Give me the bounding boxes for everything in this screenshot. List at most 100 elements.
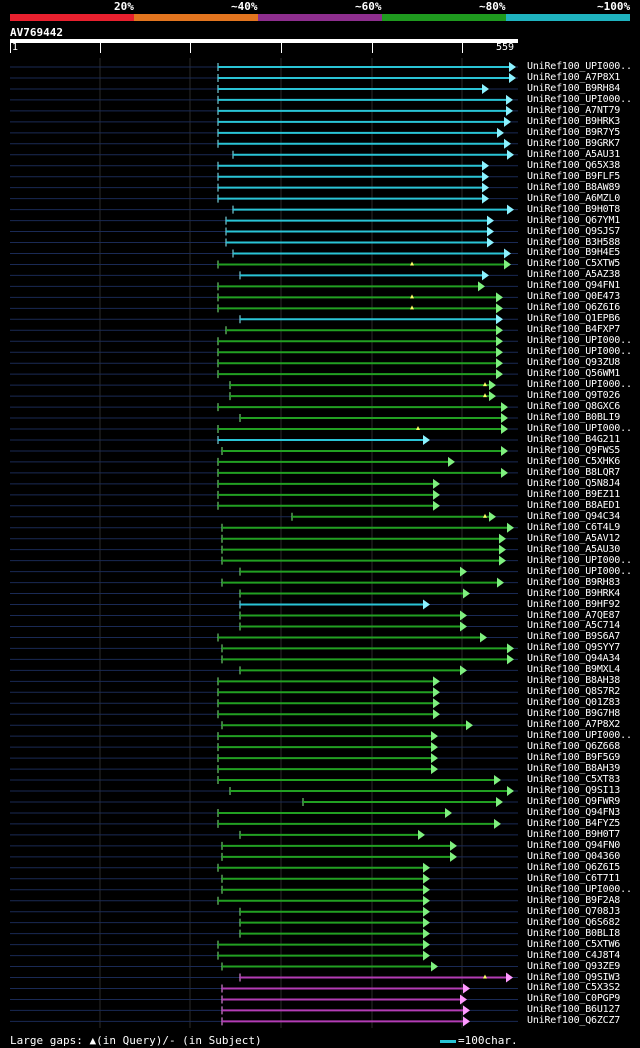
- hit-label[interactable]: UniRef100_Q9SI13: [527, 785, 621, 797]
- hit-label[interactable]: UniRef100_B9H4E5: [527, 247, 621, 259]
- hit-label[interactable]: UniRef100_Q8S7R2: [527, 686, 621, 698]
- hit-label[interactable]: UniRef100_Q9FWR9: [527, 795, 621, 807]
- hit-label[interactable]: UniRef100_A5AZ38: [527, 269, 621, 281]
- legend-label: ~60%: [355, 0, 382, 13]
- hit-arrow: [431, 742, 438, 753]
- hit-label[interactable]: UniRef100_B4G211: [527, 433, 621, 445]
- hit-label[interactable]: UniRef100_UPI000..: [527, 554, 632, 566]
- hit-label[interactable]: UniRef100_Q708J3: [527, 905, 621, 917]
- hit-label[interactable]: UniRef100_UPI000..: [527, 335, 632, 347]
- hit-label[interactable]: UniRef100_C5XT83: [527, 774, 621, 786]
- hit-label[interactable]: UniRef100_B9HRK4: [527, 587, 621, 599]
- hit-label[interactable]: UniRef100_Q9SYY7: [527, 642, 621, 654]
- hit-label[interactable]: UniRef100_C6T7I1: [527, 872, 621, 884]
- hit-label[interactable]: UniRef100_B8LQR7: [527, 466, 621, 478]
- hit-label[interactable]: UniRef100_Q6Z6I5: [527, 861, 621, 873]
- hit-label[interactable]: UniRef100_B8AW89: [527, 181, 621, 193]
- hit-label[interactable]: UniRef100_B0BLI8: [527, 927, 621, 939]
- hit-label[interactable]: UniRef100_B4FYZ5: [527, 817, 621, 829]
- hit-arrow: [506, 105, 513, 116]
- hit-label[interactable]: UniRef100_UPI000..: [527, 61, 632, 72]
- hit-arrow: [501, 424, 508, 435]
- hit-label[interactable]: UniRef100_Q67YM1: [527, 214, 621, 226]
- hit-arrow: [509, 72, 516, 83]
- hit-label[interactable]: UniRef100_B9F5G9: [527, 752, 621, 764]
- hit-label[interactable]: UniRef100_B9GRK7: [527, 137, 621, 149]
- hit-label[interactable]: UniRef100_Q9T026: [527, 390, 621, 402]
- hit-label[interactable]: UniRef100_Q6Z6I6: [527, 302, 621, 314]
- hit-label[interactable]: UniRef100_B8AED1: [527, 499, 621, 511]
- hit-label[interactable]: UniRef100_Q6ZCZ7: [527, 1015, 621, 1027]
- hit-label[interactable]: UniRef100_A7QE87: [527, 609, 621, 621]
- hit-label[interactable]: UniRef100_B9F2A8: [527, 894, 621, 906]
- hit-label[interactable]: UniRef100_Q04360: [527, 850, 621, 862]
- hit-label[interactable]: UniRef100_B9H0T7: [527, 828, 621, 840]
- hit-label[interactable]: UniRef100_A7NT79: [527, 104, 621, 116]
- hit-label[interactable]: UniRef100_C5XTW5: [527, 258, 621, 270]
- hit-label[interactable]: UniRef100_UPI000..: [527, 730, 632, 742]
- hit-label[interactable]: UniRef100_Q9SJS7: [527, 225, 621, 237]
- hit-label[interactable]: UniRef100_C6T4L9: [527, 521, 621, 533]
- hit-label[interactable]: UniRef100_A5AV12: [527, 532, 621, 544]
- hit-label[interactable]: UniRef100_Q93ZU8: [527, 357, 621, 369]
- hit-label[interactable]: UniRef100_Q01Z83: [527, 697, 621, 709]
- hit-label[interactable]: UniRef100_UPI000..: [527, 565, 632, 577]
- hit-arrow: [504, 259, 511, 270]
- hit-label[interactable]: UniRef100_UPI000..: [527, 93, 632, 105]
- hit-label[interactable]: UniRef100_Q6Z668: [527, 741, 621, 753]
- hit-label[interactable]: UniRef100_Q9FWS5: [527, 444, 621, 456]
- hit-label[interactable]: UniRef100_UPI000..: [527, 883, 632, 895]
- hit-label[interactable]: UniRef100_B6U127: [527, 1004, 621, 1016]
- hit-label[interactable]: UniRef100_B9FLF5: [527, 170, 621, 182]
- hit-arrow: [431, 753, 438, 764]
- hit-label[interactable]: UniRef100_UPI000..: [527, 423, 632, 434]
- hit-label[interactable]: UniRef100_Q0E473: [527, 291, 621, 303]
- hit-label[interactable]: UniRef100_B9H0T8: [527, 203, 621, 215]
- hit-arrow: [489, 511, 496, 522]
- hit-label[interactable]: UniRef100_UPI000..: [527, 346, 632, 358]
- hit-label[interactable]: UniRef100_B4FXP7: [527, 324, 621, 336]
- hit-label[interactable]: UniRef100_Q94C34: [527, 510, 621, 522]
- hit-label[interactable]: UniRef100_Q65X38: [527, 159, 621, 171]
- hit-label[interactable]: UniRef100_A7P8X2: [527, 719, 621, 731]
- hit-label[interactable]: UniRef100_Q6S682: [527, 916, 621, 928]
- hit-arrow: [496, 303, 503, 314]
- hit-arrow: [418, 829, 425, 840]
- hit-label[interactable]: UniRef100_C0PGP9: [527, 993, 621, 1005]
- hit-label[interactable]: UniRef100_Q56WM1: [527, 368, 621, 380]
- hit-label[interactable]: UniRef100_B9G7H8: [527, 708, 621, 720]
- hit-label[interactable]: UniRef100_A5AU30: [527, 543, 621, 555]
- hit-label[interactable]: UniRef100_A6MZL0: [527, 192, 621, 204]
- hit-label[interactable]: UniRef100_A5C714: [527, 620, 621, 632]
- hit-label[interactable]: UniRef100_B9MXL4: [527, 664, 621, 676]
- hit-label[interactable]: UniRef100_Q94A34: [527, 653, 621, 665]
- hit-label[interactable]: UniRef100_Q8GXC6: [527, 401, 621, 413]
- hit-arrow: [423, 434, 430, 445]
- hit-label[interactable]: UniRef100_B9HRK3: [527, 115, 621, 127]
- hit-label[interactable]: UniRef100_C4J8T4: [527, 949, 621, 961]
- hit-label[interactable]: UniRef100_C5XTW6: [527, 938, 621, 950]
- hit-label[interactable]: UniRef100_Q9SIW3: [527, 971, 621, 983]
- hit-label[interactable]: UniRef100_B0BLI9: [527, 412, 621, 424]
- hit-label[interactable]: UniRef100_UPI000..: [527, 379, 632, 391]
- hit-label[interactable]: UniRef100_B8AH39: [527, 763, 621, 775]
- hit-label[interactable]: UniRef100_B9S6A7: [527, 631, 621, 643]
- hit-label[interactable]: UniRef100_C5XHK6: [527, 455, 621, 467]
- hit-label[interactable]: UniRef100_B3H588: [527, 236, 621, 248]
- hit-label[interactable]: UniRef100_Q5N8J4: [527, 477, 621, 489]
- hit-label[interactable]: UniRef100_B9R7Y5: [527, 126, 621, 138]
- hit-label[interactable]: UniRef100_B8AH38: [527, 675, 621, 687]
- hit-label[interactable]: UniRef100_B9EZ11: [527, 488, 621, 500]
- hit-label[interactable]: UniRef100_B9HF92: [527, 598, 621, 610]
- hit-label[interactable]: UniRef100_B9RH83: [527, 576, 621, 588]
- hit-label[interactable]: UniRef100_A7P8X1: [527, 71, 621, 83]
- hit-label[interactable]: UniRef100_A5AU31: [527, 148, 621, 160]
- hit-label[interactable]: UniRef100_Q94FN3: [527, 806, 621, 818]
- hit-label[interactable]: UniRef100_Q1EPB6: [527, 313, 621, 325]
- hit-label[interactable]: UniRef100_Q94FN0: [527, 839, 621, 851]
- hit-label[interactable]: UniRef100_B9RH84: [527, 82, 621, 94]
- hit-label[interactable]: UniRef100_Q93ZE9: [527, 960, 621, 972]
- hit-label[interactable]: UniRef100_C5X3S2: [527, 982, 621, 994]
- hit-label[interactable]: UniRef100_Q94FN1: [527, 280, 621, 292]
